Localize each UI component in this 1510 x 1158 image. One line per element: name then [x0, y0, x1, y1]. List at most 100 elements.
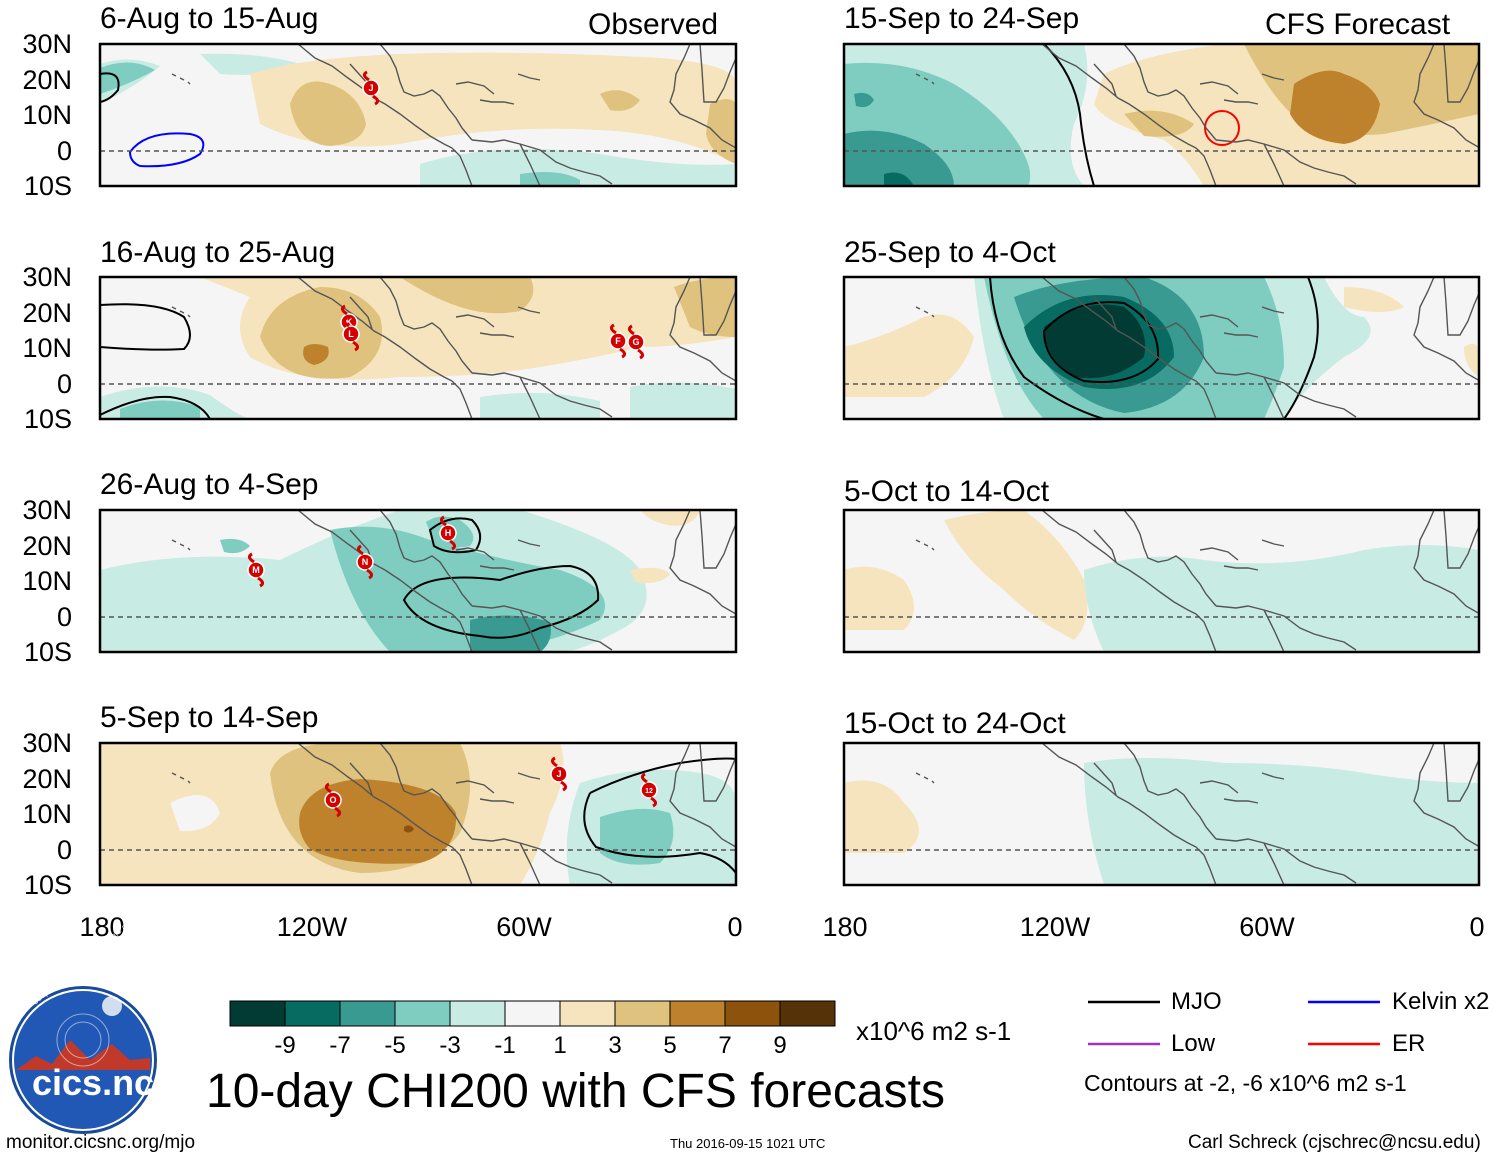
colorbar-swatch — [449, 1000, 506, 1027]
panel-title-cfs-3: 5-Oct to 14-Oct — [844, 475, 1050, 508]
storm-label: H — [445, 528, 452, 538]
colorbar-label: 1 — [553, 1032, 567, 1059]
panel-cfs-1 — [842, 42, 1481, 188]
lat-tick-label: 10S — [23, 870, 72, 900]
legend-low-label: Low — [1171, 1030, 1216, 1057]
colorbar-swatch — [339, 1000, 396, 1027]
colorbar-label: -5 — [384, 1032, 406, 1059]
storm-marker: 12 — [639, 772, 659, 808]
lon-tick-120w-left: 120W — [276, 912, 348, 942]
colorbar-swatch — [394, 1000, 451, 1027]
panel-cfs-2 — [842, 275, 1481, 421]
colorbar-label: 5 — [663, 1032, 677, 1059]
panel-tag-observed: Observed — [588, 8, 719, 41]
legend-er-label: ER — [1392, 1030, 1426, 1057]
lat-tick-label: 10S — [23, 637, 72, 667]
panel-title-cfs-4: 15-Oct to 24-Oct — [844, 707, 1066, 740]
colorbar-swatch — [669, 1000, 726, 1027]
storm-label: O — [329, 795, 336, 805]
lat-tick-label: 10N — [22, 100, 72, 130]
storm-label: F — [615, 336, 621, 346]
lat-tick-label: 0 — [56, 368, 72, 399]
lat-tick-label: 30N — [22, 262, 72, 292]
lat-tick-label: 30N — [22, 728, 72, 758]
lon-tick-0-right: 0 — [1469, 912, 1485, 942]
colorbar-swatch — [559, 1000, 616, 1027]
panel-obs-2 — [98, 275, 738, 421]
panel-title-obs-4: 5-Sep to 14-Sep — [100, 701, 319, 734]
lat-tick-label: 10N — [22, 799, 72, 829]
colorbar-swatch — [724, 1000, 781, 1027]
colorbar-label: -3 — [439, 1032, 461, 1059]
storm-marker: N — [355, 544, 375, 580]
legend-kelvin-label: Kelvin x2 — [1392, 988, 1490, 1015]
colorbar-swatch — [284, 1000, 341, 1027]
storm-label: M — [252, 565, 260, 575]
lon-tick-60w-left: 60W — [496, 912, 552, 942]
lat-tick-label: 30N — [22, 29, 72, 59]
storm-marker: H — [438, 515, 458, 551]
panel-tag-cfs-forecast: CFS Forecast — [1265, 8, 1451, 41]
colorbar-label: -1 — [494, 1032, 516, 1059]
colorbar-label: -7 — [329, 1032, 351, 1059]
legend-mjo-label: MJO — [1171, 988, 1222, 1015]
storm-label: N — [362, 557, 369, 567]
storm-label: J — [368, 83, 373, 93]
panel-cfs-4 — [842, 741, 1481, 887]
colorbar-label: 7 — [718, 1032, 732, 1059]
panel-cfs-3 — [842, 508, 1481, 654]
storm-marker: J — [361, 70, 381, 106]
footer-author: Carl Schreck (cjschrec@ncsu.edu) — [1188, 1132, 1481, 1153]
colorbar-label: 3 — [608, 1032, 622, 1059]
colorbar-units: x10^6 m2 s-1 — [856, 1016, 1012, 1046]
colorbar — [229, 1000, 836, 1027]
panel-title-obs-3: 26-Aug to 4-Sep — [100, 468, 319, 501]
panel-title-obs-2: 16-Aug to 25-Aug — [100, 236, 336, 269]
panel-title-cfs-1: 15-Sep to 24-Sep — [844, 2, 1080, 35]
lat-tick-label: 10S — [23, 404, 72, 434]
lat-tick-label: 0 — [56, 601, 72, 632]
footer-timestamp: Thu 2016-09-15 1021 UTC — [670, 1136, 826, 1151]
colorbar-swatch — [229, 1000, 286, 1027]
colorbar-label: 9 — [773, 1032, 787, 1059]
storm-marker: M — [246, 552, 266, 588]
colorbar-swatch — [504, 1000, 561, 1027]
colorbar-label: -9 — [274, 1032, 296, 1059]
storm-marker: O — [323, 782, 343, 818]
panel-title-obs-1: 6-Aug to 15-Aug — [100, 2, 319, 35]
panel-obs-3 — [98, 508, 738, 654]
lon-tick-60w-right: 60W — [1239, 912, 1295, 942]
storm-marker: J — [549, 756, 569, 792]
lat-tick-label: 20N — [22, 530, 72, 561]
storm-marker: G — [626, 324, 646, 360]
panel-obs-1 — [98, 42, 738, 188]
lat-tick-label: 0 — [56, 135, 72, 166]
panel-obs-4 — [98, 741, 738, 887]
storm-label: G — [632, 337, 639, 347]
lon-tick-180-right: 180 — [822, 912, 868, 942]
storm-marker: F — [608, 323, 628, 359]
lat-tick-label: 10N — [22, 333, 72, 363]
panel-title-cfs-2: 25-Sep to 4-Oct — [844, 236, 1056, 269]
lon-tick-180-left: 180 — [79, 912, 125, 942]
storm-label: J — [556, 769, 561, 779]
main-title: 10-day CHI200 with CFS forecasts — [206, 1065, 945, 1118]
cics-logo — [9, 986, 157, 1134]
lat-tick-label: 10N — [22, 566, 72, 596]
storm-label: K — [346, 317, 353, 327]
lat-tick-label: 0 — [56, 834, 72, 865]
colorbar-swatch — [614, 1000, 671, 1027]
storm-label: 12 — [645, 788, 653, 795]
colorbar-swatch — [779, 1000, 836, 1027]
legend-contour-note: Contours at -2, -6 x10^6 m2 s-1 — [1084, 1070, 1407, 1096]
storm-marker: K — [339, 304, 359, 340]
lat-tick-label: 20N — [22, 763, 72, 794]
lat-tick-label: 20N — [22, 297, 72, 328]
lon-tick-120w-right: 120W — [1019, 912, 1091, 942]
lon-tick-0-left: 0 — [727, 912, 743, 942]
storm-marker: L — [341, 316, 361, 352]
lat-tick-label: 10S — [23, 171, 72, 201]
logo-text: cics.nc — [32, 1062, 155, 1103]
footer-url[interactable]: monitor.cicsnc.org/mjo — [6, 1132, 196, 1153]
